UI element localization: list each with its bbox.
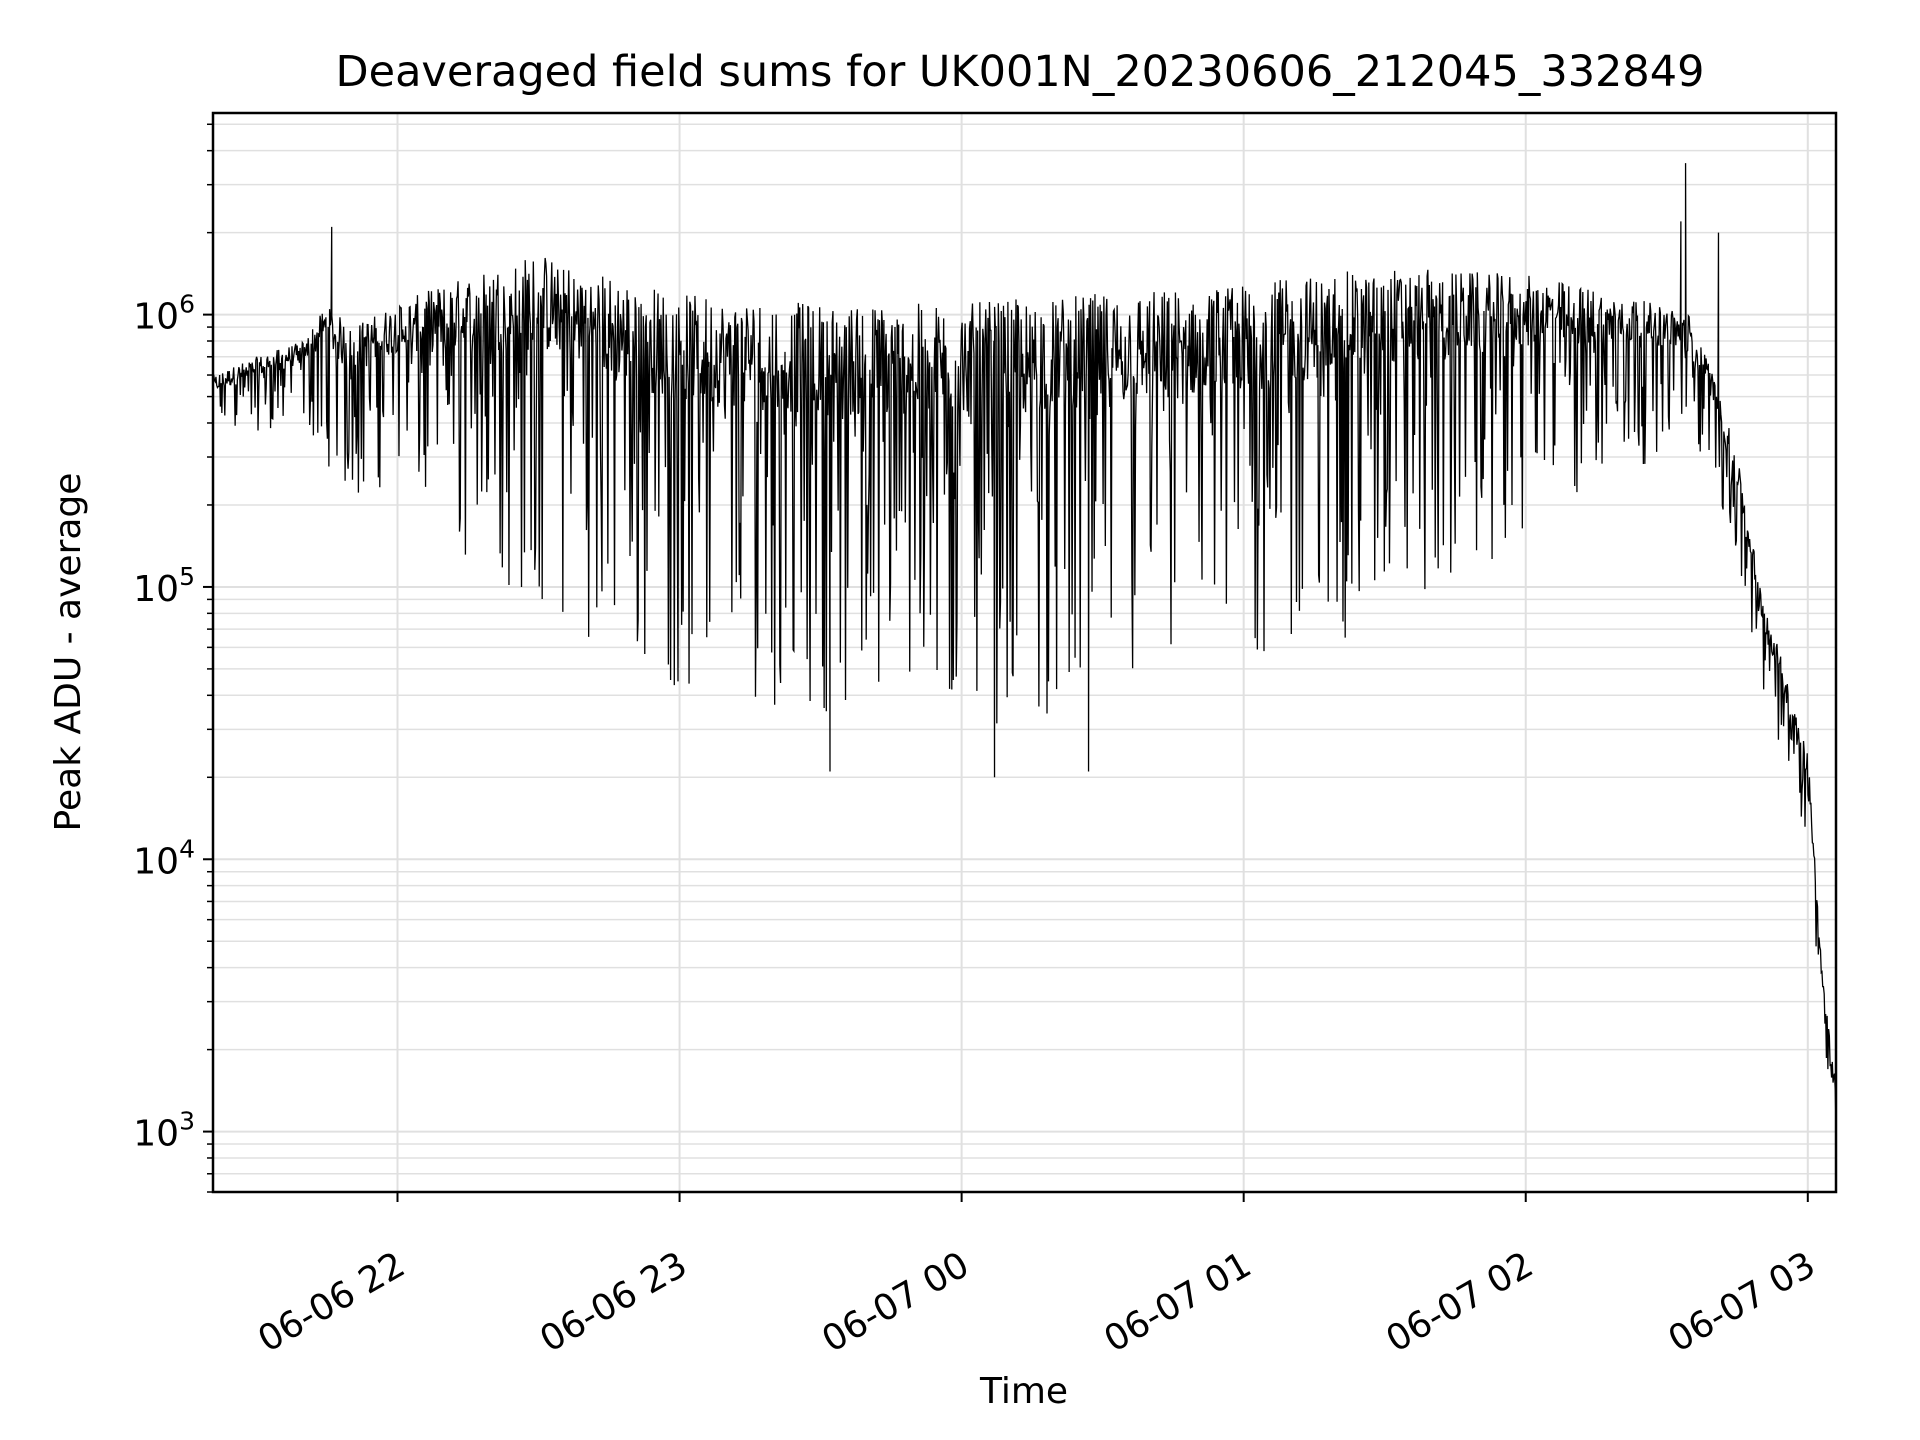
y-tick-label: 106 xyxy=(133,290,195,338)
chart-title: Deaveraged field sums for UK001N_2023060… xyxy=(336,47,1705,97)
series-path xyxy=(212,163,1837,1145)
y-tick-label: 103 xyxy=(133,1107,195,1155)
y-axis-label: Peak ADU - average xyxy=(48,473,89,832)
x-axis-label: Time xyxy=(979,1371,1068,1412)
series-line xyxy=(212,163,1837,1145)
grid xyxy=(213,113,1836,1193)
plot-area-frame xyxy=(211,111,1838,1194)
y-axis-ticks: 103 104 105 106 xyxy=(133,123,213,1193)
y-tick-label: 104 xyxy=(133,834,195,882)
y-tick-label: 105 xyxy=(133,562,195,610)
